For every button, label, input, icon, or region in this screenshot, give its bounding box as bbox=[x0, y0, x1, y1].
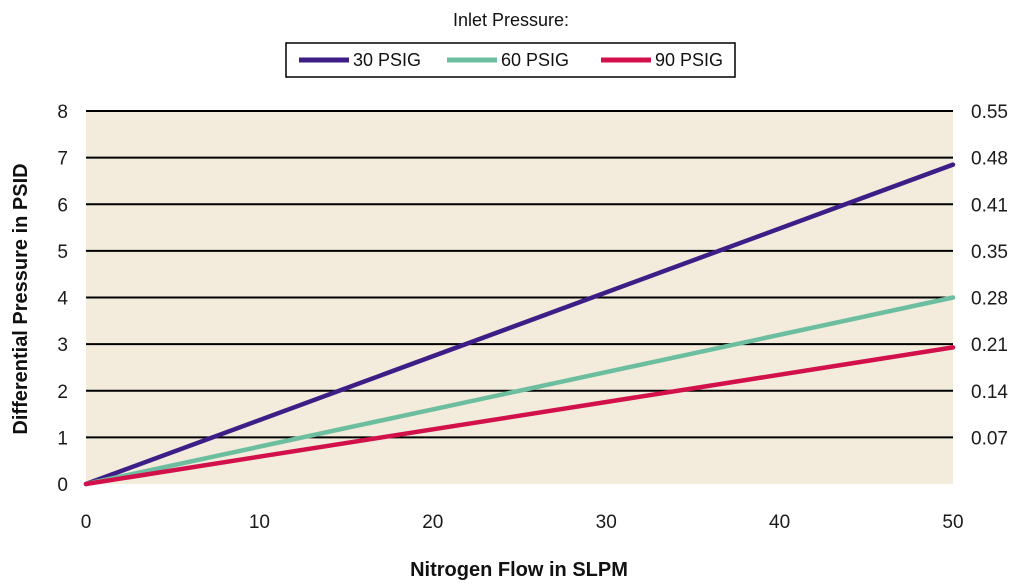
y2-tick-label: 0.35 bbox=[971, 242, 1008, 263]
x-tick-label: 50 bbox=[942, 512, 963, 533]
x-tick-label: 20 bbox=[422, 512, 443, 533]
y-tick-label: 6 bbox=[57, 195, 68, 216]
legend-title: Inlet Pressure: bbox=[453, 10, 569, 30]
y2-tick-label: 0.07 bbox=[971, 428, 1008, 449]
y-axis-title: Differential Pressure in PSID bbox=[10, 163, 32, 434]
y-tick-label: 2 bbox=[57, 382, 68, 403]
y-axis-ticks: 0 1 2 3 4 5 6 7 8 bbox=[57, 102, 68, 496]
series-line bbox=[83, 345, 956, 487]
y2-tick-label: 0.48 bbox=[971, 149, 1008, 170]
secondary-y-axis-ticks: 0.07 0.14 0.21 0.28 0.35 0.41 0.48 0.55 bbox=[971, 102, 1008, 449]
x-axis-ticks: 0 10 20 30 40 50 bbox=[81, 512, 964, 533]
legend-box bbox=[285, 42, 736, 78]
x-tick-label: 30 bbox=[596, 512, 617, 533]
legend-label: 60 PSIG bbox=[501, 50, 569, 70]
y-tick-label: 5 bbox=[57, 242, 68, 263]
y2-tick-label: 0.14 bbox=[971, 382, 1008, 403]
x-axis-title: Nitrogen Flow in SLPM bbox=[410, 559, 628, 581]
x-tick-label: 10 bbox=[249, 512, 270, 533]
series-line bbox=[83, 162, 956, 487]
y2-tick-label: 0.21 bbox=[971, 335, 1008, 356]
y2-tick-label: 0.55 bbox=[971, 102, 1008, 123]
legend-label: 30 PSIG bbox=[353, 50, 421, 70]
y-tick-label: 0 bbox=[57, 475, 68, 496]
y2-tick-label: 0.41 bbox=[971, 195, 1008, 216]
x-tick-label: 40 bbox=[769, 512, 790, 533]
legend-label: 90 PSIG bbox=[655, 50, 723, 70]
series-lines bbox=[83, 162, 956, 487]
y-tick-label: 3 bbox=[57, 335, 68, 356]
y-tick-label: 4 bbox=[57, 289, 68, 310]
x-tick-label: 0 bbox=[81, 512, 92, 533]
gridlines bbox=[86, 110, 953, 439]
y2-tick-label: 0.28 bbox=[971, 289, 1008, 310]
y-tick-label: 7 bbox=[57, 149, 68, 170]
y-tick-label: 1 bbox=[57, 428, 68, 449]
y-tick-label: 8 bbox=[57, 102, 68, 123]
legend: 30 PSIG 60 PSIG 90 PSIG bbox=[285, 42, 736, 78]
series-line bbox=[83, 295, 956, 487]
